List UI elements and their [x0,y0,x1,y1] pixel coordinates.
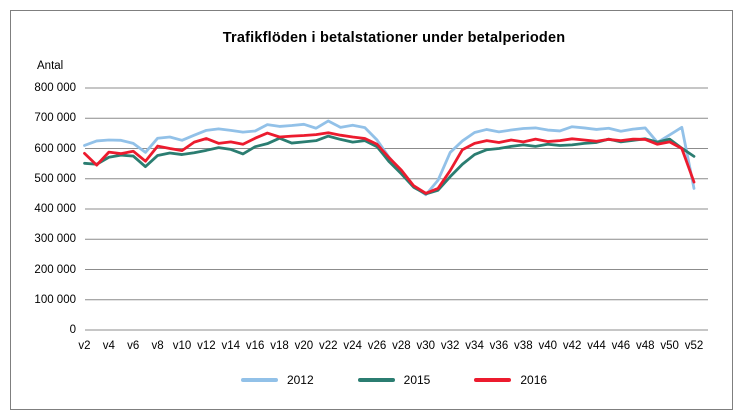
legend-item-2016: 2016 [474,373,547,387]
y-tick-label: 300 000 [34,233,76,246]
x-tick-label: v52 [684,340,704,352]
x-tick-label: v10 [172,340,192,352]
x-tick-label: v26 [367,340,387,352]
y-tick-label: 0 [69,324,76,336]
x-tick-label: v38 [514,340,533,352]
x-tick-label: v24 [343,340,362,352]
x-tick-label: v48 [635,340,655,352]
x-tick-label: v36 [489,340,509,352]
y-axis-title: Antal [37,60,64,72]
x-tick-label: v8 [151,340,164,352]
legend-label: 2016 [520,373,548,387]
chart-legend: 2012 2015 2016 [45,373,743,387]
y-tick-label: 100 000 [34,293,76,306]
series-line-2016 [83,131,696,195]
legend-swatch-2012 [240,378,278,382]
x-tick-label: v42 [562,340,582,352]
legend-label: 2012 [286,373,314,387]
x-tick-label: v12 [197,340,216,352]
x-tick-label: v18 [270,340,289,352]
x-tick-label: v2 [78,340,91,352]
x-tick-label: v32 [440,340,460,352]
legend-swatch-2015 [357,378,395,382]
legend-item-2012: 2012 [240,373,314,387]
legend-label: 2015 [403,373,431,387]
chart-title: Trafikflöden i betalstationer under beta… [222,30,566,46]
x-tick-label: v6 [127,340,140,352]
x-tick-label: v30 [416,340,436,352]
x-tick-label: v44 [587,340,606,352]
x-tick-label: v16 [245,340,265,352]
y-tick-label: 700 000 [34,112,76,125]
y-tick-label: 400 000 [34,203,76,215]
y-tick-label: 800 000 [34,82,76,94]
x-tick-label: v20 [294,340,314,352]
y-tick-label: 200 000 [34,263,76,276]
x-tick-label: v40 [538,340,557,352]
legend-item-2015: 2015 [357,373,431,387]
series-line-2015 [83,134,696,196]
y-tick-label: 600 000 [34,142,76,155]
legend-swatch-2016 [474,378,512,382]
x-tick-label: v50 [660,340,679,352]
x-tick-label: v4 [102,340,115,352]
y-tick-label: 500 000 [34,172,76,185]
x-tick-label: v34 [465,340,484,352]
chart-frame [10,10,733,410]
x-tick-label: v28 [392,340,411,352]
x-tick-label: v14 [221,340,241,352]
x-tick-label: v22 [319,340,338,352]
x-tick-label: v46 [611,340,631,352]
